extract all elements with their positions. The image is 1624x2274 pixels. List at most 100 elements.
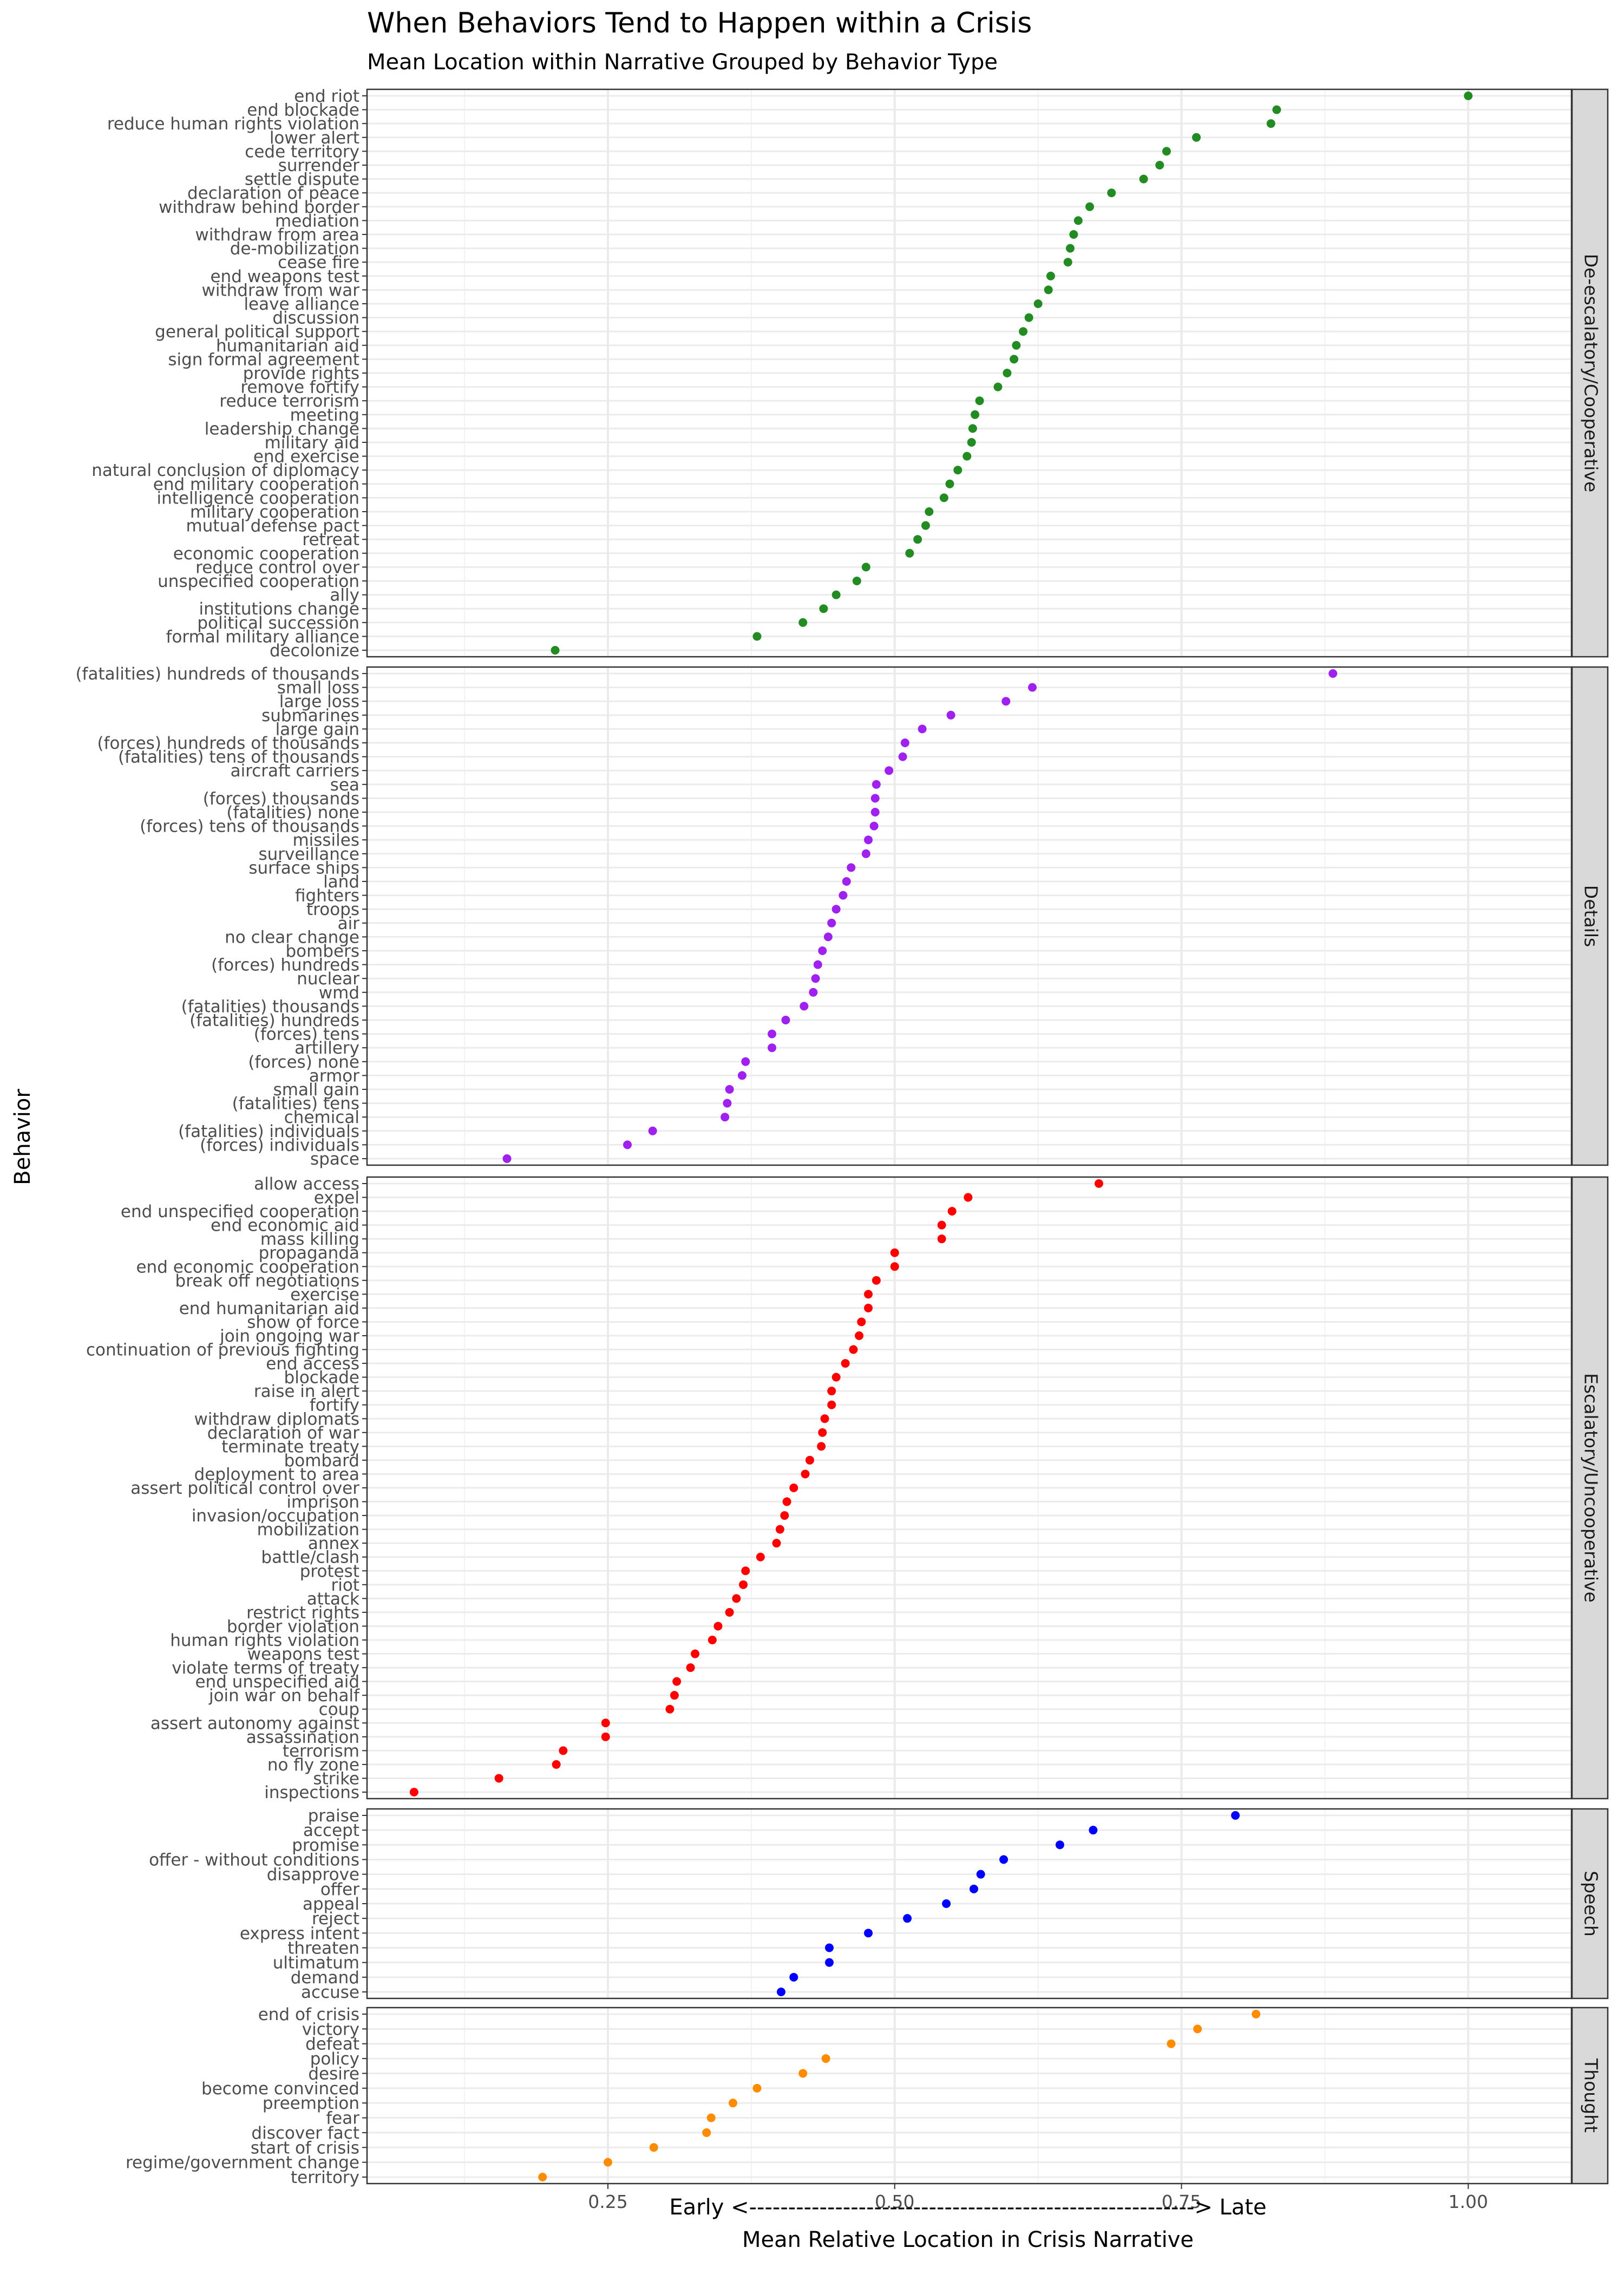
y-tick-label: institutions change [199, 599, 359, 619]
y-tick-label: surrender [278, 156, 360, 175]
data-point-appeal [942, 1899, 951, 1908]
data-point-expel [964, 1193, 973, 1202]
data-point-large-gain [918, 724, 927, 734]
y-tick-label: become convinced [201, 2079, 359, 2099]
facet-strip-label: De-escalatory/Cooperative [1581, 254, 1602, 493]
data-point-strike [494, 1774, 503, 1783]
data-point-forces-none [741, 1057, 750, 1066]
data-point-end-unspecified-aid [672, 1677, 682, 1686]
data-point-fatalities-tens-of-thousands [898, 752, 907, 761]
y-axis-title: Behavior [10, 1089, 35, 1185]
y-tick-label: accept [303, 1821, 359, 1840]
y-tick-label: retreat [302, 530, 359, 550]
data-point-disapprove [976, 1870, 985, 1879]
y-tick-label: join ongoing war [219, 1327, 359, 1346]
y-tick-label: (forces) thousands [203, 789, 359, 808]
y-tick-label: strike [313, 1769, 359, 1788]
data-point-general-political-support [1019, 327, 1028, 336]
y-tick-label: territory [291, 2168, 359, 2187]
data-point-propaganda [890, 1248, 899, 1257]
data-point-border-violation [713, 1622, 723, 1631]
y-tick-label: land [323, 872, 359, 892]
chart-title: When Behaviors Tend to Happen within a C… [367, 7, 1032, 40]
data-point-exercise [864, 1290, 873, 1299]
y-tick-label: leave alliance [244, 295, 359, 314]
y-tick-label: express intent [240, 1924, 359, 1943]
y-tick-label: promise [292, 1835, 359, 1855]
y-tick-label: disapprove [267, 1865, 359, 1885]
data-point-fatalities-tens [723, 1099, 732, 1108]
data-point-surveillance [861, 849, 870, 858]
data-point-become-convinced [752, 2083, 762, 2093]
y-tick-label: border violation [227, 1617, 359, 1636]
y-tick-label: artillery [294, 1038, 359, 1058]
data-point-surrender [1155, 161, 1164, 169]
data-point-offer [969, 1884, 978, 1893]
data-point-territory [538, 2173, 547, 2181]
y-tick-label: ultimatum [273, 1953, 359, 1973]
data-point-institutions-change [819, 604, 828, 613]
y-tick-label: preemption [263, 2094, 359, 2113]
data-point-mutual-defense-pact [921, 521, 930, 530]
y-tick-label: end humanitarian aid [179, 1299, 359, 1318]
y-tick-label: leadership change [205, 419, 359, 439]
y-tick-label: human rights violation [170, 1631, 359, 1650]
y-tick-label: propaganda [259, 1244, 359, 1263]
x-axis: 0.25 0.50 0.75 1.00 [588, 2184, 1488, 2212]
y-tick-label: riot [331, 1576, 359, 1595]
y-tick-label: end weapons test [210, 267, 359, 286]
y-tick-label: continuation of previous fighting [86, 1341, 359, 1360]
y-tick-label: air [338, 914, 360, 933]
data-point-deployment-to-area [801, 1469, 810, 1479]
y-tick-label: threaten [287, 1939, 359, 1958]
data-point-cede-territory [1162, 147, 1171, 156]
y-tick-label: end of crisis [258, 2005, 359, 2024]
data-point-cease-fire [1063, 258, 1072, 267]
data-point-chemical [721, 1113, 730, 1122]
data-point-defeat [1167, 2039, 1176, 2048]
y-tick-label: exercise [290, 1285, 359, 1304]
data-point-preemption [728, 2099, 737, 2108]
data-point-provide-rights [1003, 369, 1012, 377]
y-tick-label: natural conclusion of diplomacy [91, 461, 359, 480]
data-point-join-war-on-behalf [670, 1691, 679, 1700]
y-tick-label: mediation [275, 211, 359, 231]
data-point-battle-clash [756, 1552, 765, 1561]
y-tick-label: (forces) hundreds [211, 956, 359, 975]
y-tick-label: (forces) tens [254, 1025, 359, 1044]
data-point-leave-alliance [1033, 299, 1043, 308]
data-point-political-succession [798, 618, 808, 627]
y-tick-label: humanitarian aid [216, 336, 359, 356]
data-point-submarines [946, 710, 955, 720]
data-point-fatalities-hundreds [781, 1016, 790, 1024]
y-tick-label: ally [330, 586, 359, 605]
data-point-no-clear-change [823, 932, 833, 942]
y-tick-label: terrorism [283, 1741, 359, 1761]
x-tick-label: 0.75 [1162, 2191, 1201, 2212]
data-point-no-fly-zone [552, 1760, 561, 1769]
facet-strip [1571, 1176, 1609, 1800]
y-tick-label: withdraw from area [195, 225, 359, 245]
data-point-restrict-rights [725, 1608, 734, 1617]
data-point-forces-hundreds [813, 960, 822, 969]
y-tick-label: (forces) tens of thousands [140, 817, 359, 837]
data-point-lower-alert [1192, 133, 1201, 142]
y-tick-label: assert autonomy against [150, 1714, 359, 1733]
y-tick-label: violate terms of treaty [172, 1658, 359, 1678]
y-tick-label: (fatalities) none [226, 803, 359, 822]
y-tick-label: wmd [319, 983, 359, 1003]
data-point-desire [798, 2069, 808, 2078]
y-tick-label: desire [308, 2064, 359, 2083]
data-point-leadership-change [968, 424, 977, 433]
data-point-policy [821, 2054, 830, 2063]
y-tick-label: offer [320, 1880, 359, 1899]
data-point-continuation-of-previous-fighting [849, 1345, 858, 1354]
data-point-reduce-human-rights-violation [1266, 119, 1275, 128]
data-point-end-unspecified-cooperation [947, 1207, 957, 1216]
data-point-victory [1193, 2024, 1202, 2034]
data-point-reject [903, 1914, 912, 1923]
data-point-assert-autonomy-against [601, 1718, 610, 1728]
data-point-end-economic-aid [937, 1220, 946, 1230]
y-tick-label: (forces) hundreds of thousands [97, 734, 359, 753]
